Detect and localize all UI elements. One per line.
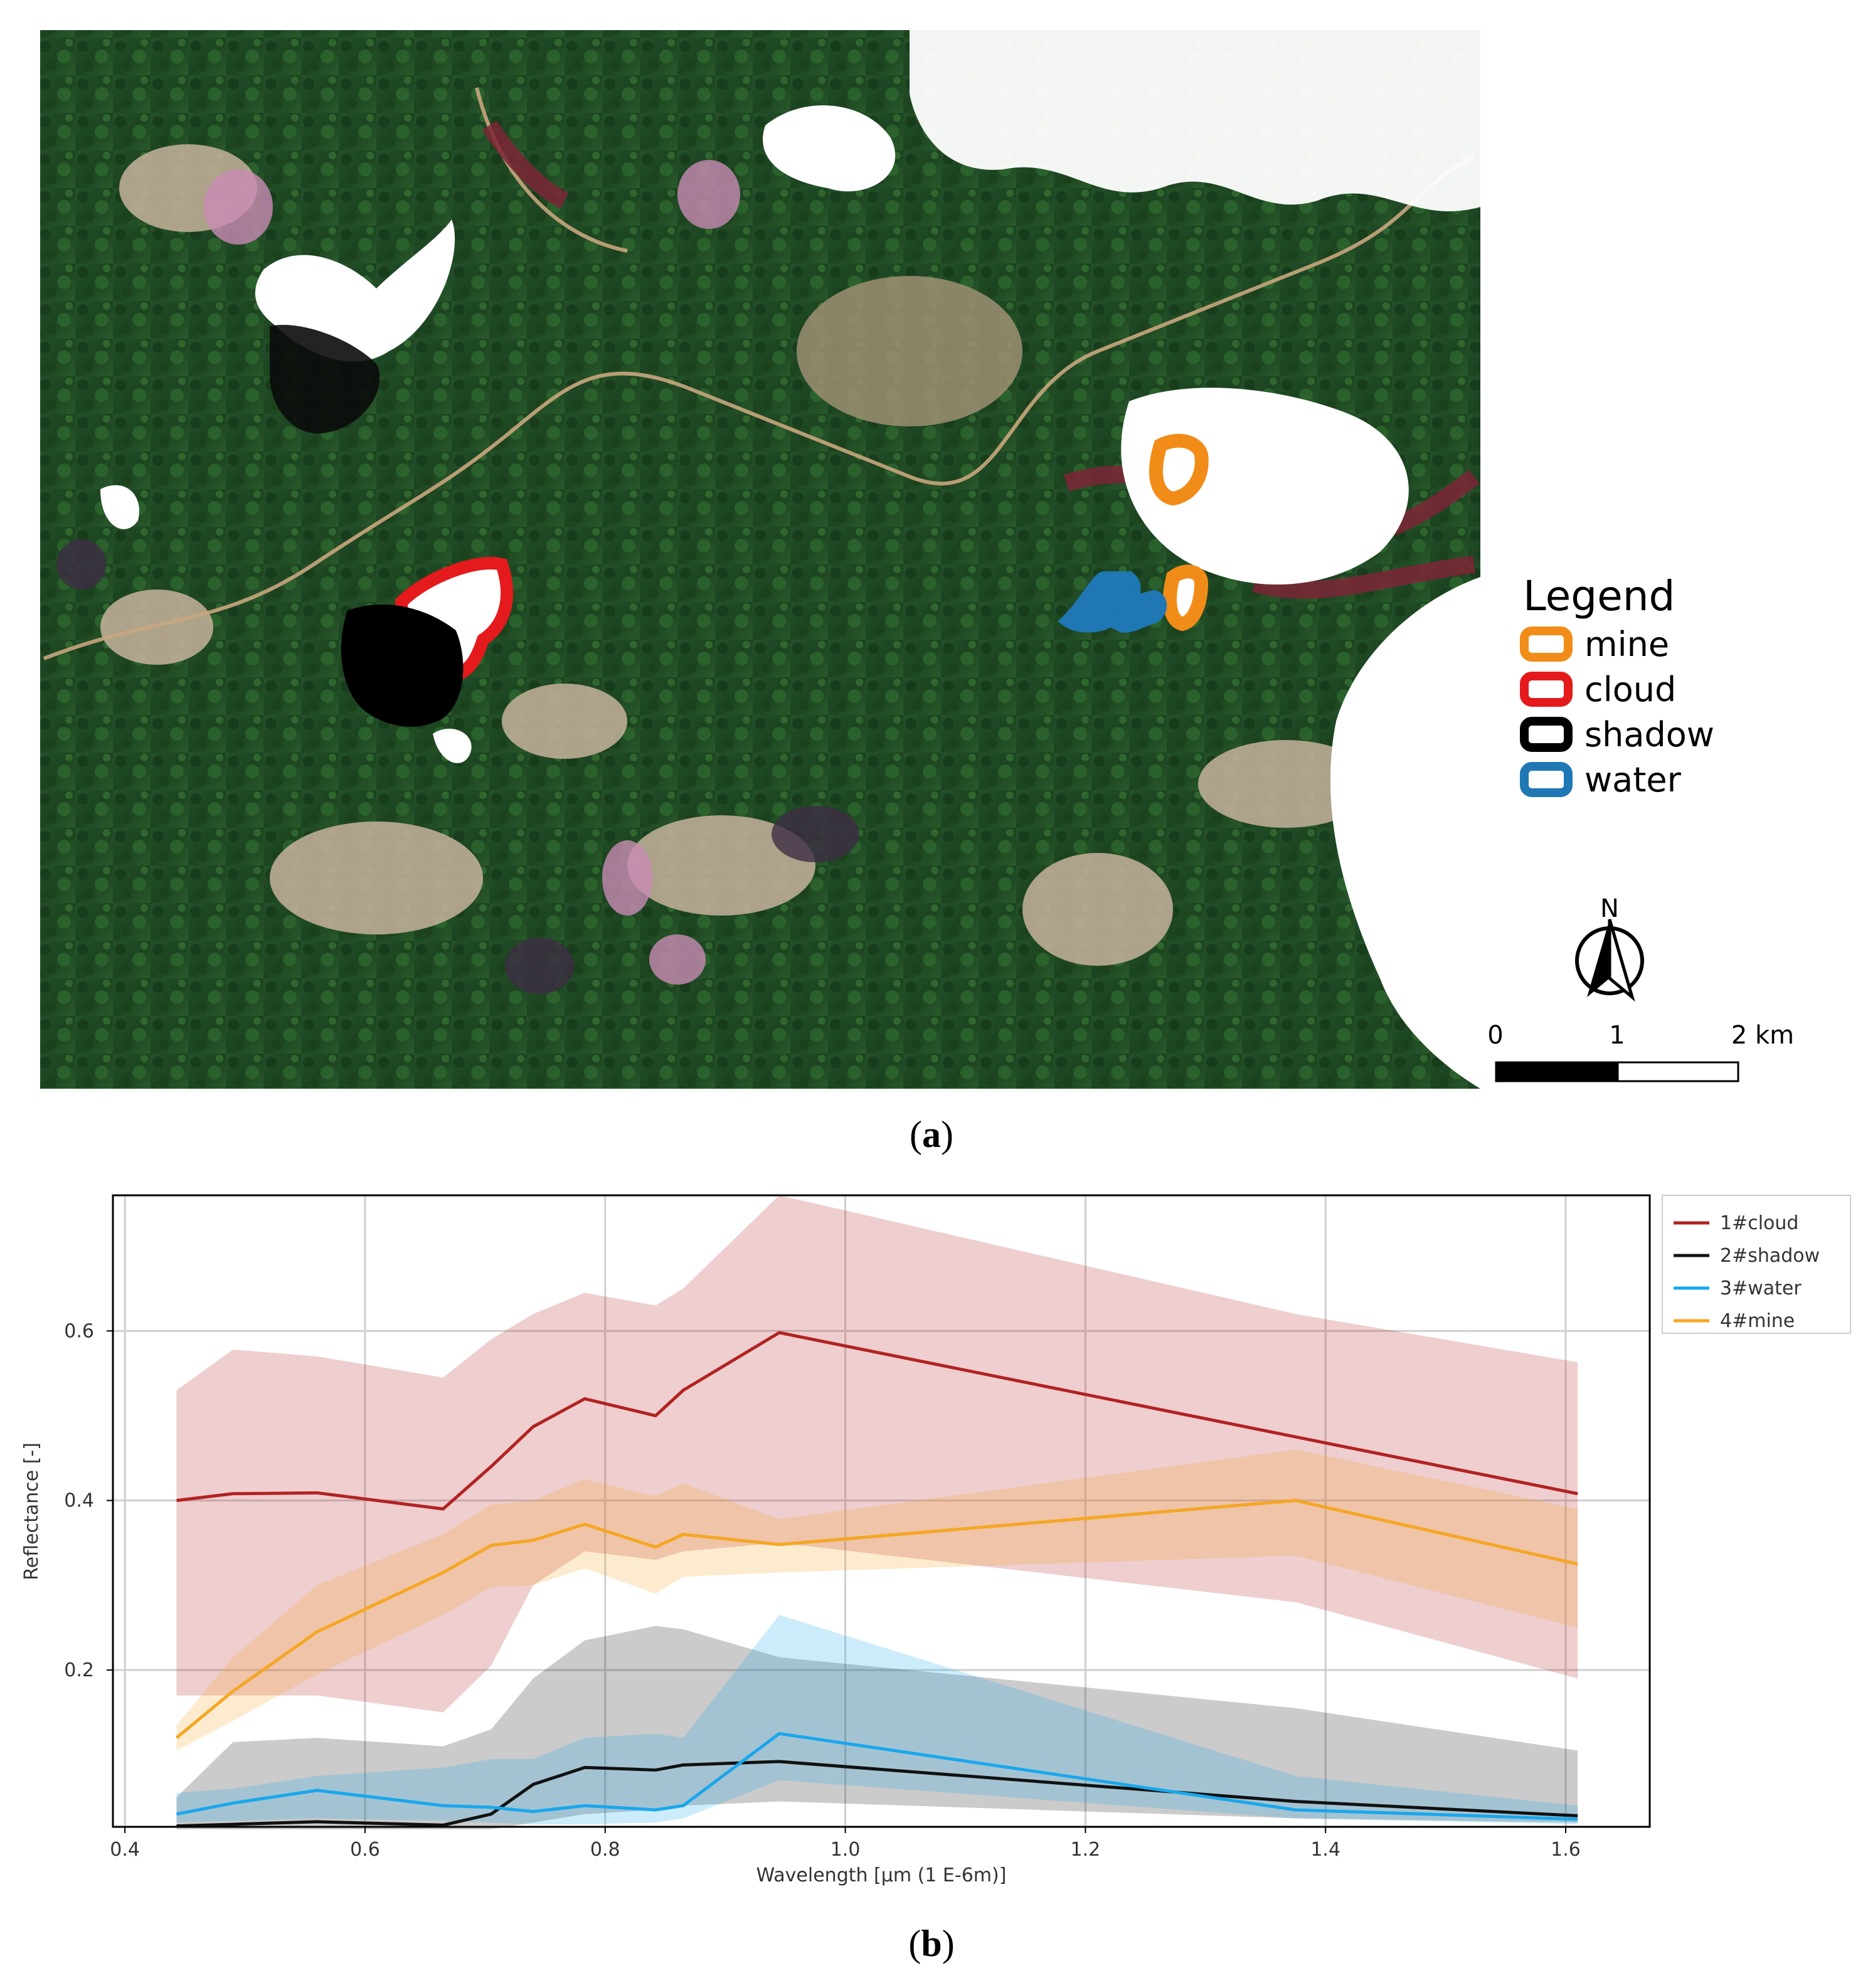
x-tick-label: 1.0 <box>831 1839 861 1861</box>
svg-text:N: N <box>1600 894 1619 923</box>
series-line-4-mine <box>175 1499 1578 1740</box>
y-tick-label: 0.6 <box>64 1320 94 1342</box>
north-arrow-icon: N <box>1575 894 1644 1002</box>
x-tick-label: 1.4 <box>1310 1839 1340 1861</box>
x-tick-label: 0.8 <box>590 1839 620 1861</box>
chart-legend: 1#cloud 2#shadow 3#water 4#mine <box>1662 1195 1851 1334</box>
x-tick-label: 0.6 <box>350 1839 380 1861</box>
band-1-cloud <box>176 1195 1578 1713</box>
legend-entry-1-cloud: 1#cloud <box>1720 1212 1798 1234</box>
satellite-map-figure: Legend mine cloud shadow water N 0 1 2 k… <box>40 30 1794 1089</box>
band-3-water <box>176 1615 1578 1824</box>
plot-frame <box>112 1194 1651 1828</box>
legend-item-mine: mine <box>1520 625 1669 664</box>
legend-item-shadow: shadow <box>1520 715 1714 754</box>
series-line-3-water <box>176 1732 1578 1821</box>
legend-entry-4-mine: 4#mine <box>1720 1310 1795 1332</box>
legend-entry-3-water: 3#water <box>1720 1277 1802 1299</box>
scale-tick-0: 0 <box>1487 1021 1503 1050</box>
legend-title: Legend <box>1523 572 1675 620</box>
panel-label-b: (b) <box>908 1923 955 1964</box>
x-axis-ticks: 0.4 0.6 0.8 1.0 1.2 1.4 1.6 <box>110 1827 1581 1861</box>
satellite-image <box>40 30 1480 1089</box>
chart-bands <box>176 1195 1578 1830</box>
mine-sample-outline-2 <box>1163 564 1209 632</box>
mine-sample-outline-1 <box>1149 433 1209 506</box>
panel-label-a: (a) <box>910 1114 953 1155</box>
shadow-sample-outline <box>341 604 464 727</box>
legend-label-shadow: shadow <box>1584 715 1714 754</box>
chart-lines <box>175 1331 1578 1828</box>
y-tick-label: 0.2 <box>64 1659 94 1681</box>
band-4-mine <box>176 1449 1578 1751</box>
chart-grid <box>113 1195 1650 1827</box>
legend-label-cloud: cloud <box>1584 670 1676 709</box>
map-legend: Legend mine cloud shadow water <box>1520 572 1714 800</box>
legend-item-cloud: cloud <box>1520 670 1676 709</box>
reflectance-chart: 0.4 0.6 0.8 1.0 1.2 1.4 1.6 0.2 0.4 0.6 Waveleng… <box>21 1194 1851 1886</box>
x-tick-label: 0.4 <box>110 1839 140 1861</box>
y-tick-label: 0.4 <box>64 1490 94 1512</box>
band-2-shadow <box>176 1626 1578 1830</box>
scale-tick-1: 1 <box>1609 1021 1625 1050</box>
series-line-2-shadow <box>176 1760 1578 1828</box>
water-sample-outline <box>1058 571 1167 633</box>
legend-entry-2-shadow: 2#shadow <box>1720 1245 1820 1267</box>
x-tick-label: 1.2 <box>1071 1839 1101 1861</box>
legend-item-water: water <box>1520 760 1682 800</box>
scale-bar: 0 1 2 km <box>1487 1021 1794 1082</box>
y-axis-ticks: 0.2 0.4 0.6 <box>64 1320 113 1681</box>
x-axis-label: Wavelength [µm (1 E-6m)] <box>756 1864 1007 1886</box>
scale-tick-2: 2 km <box>1731 1021 1794 1050</box>
series-line-1-cloud <box>176 1331 1578 1511</box>
legend-label-mine: mine <box>1584 625 1669 664</box>
legend-frame <box>1662 1195 1851 1334</box>
x-tick-label: 1.6 <box>1551 1839 1581 1861</box>
y-axis-label: Reflectance [-] <box>21 1442 43 1580</box>
legend-label-water: water <box>1584 760 1682 800</box>
